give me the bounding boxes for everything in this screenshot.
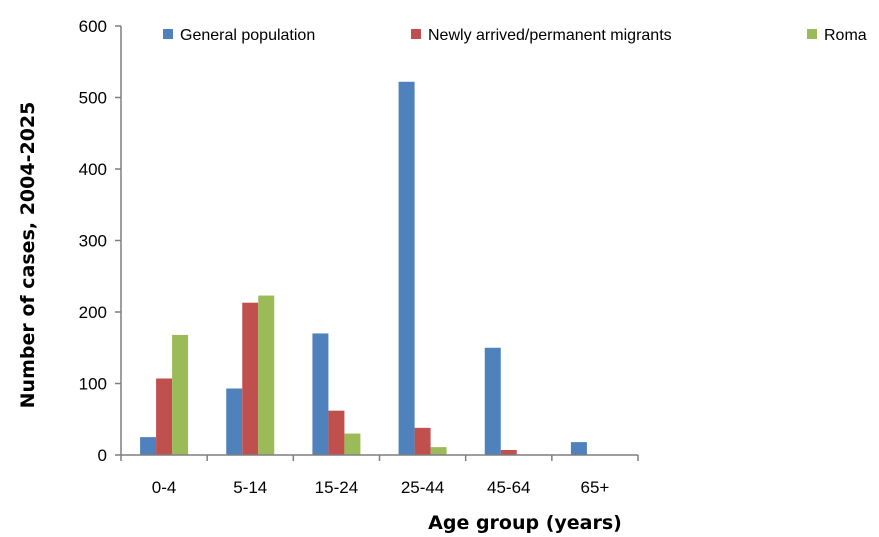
bar-roma-5-14 <box>258 295 275 455</box>
x-tick-label: 45-64 <box>487 478 530 497</box>
y-axis-ticks: 0 100 200 300 400 500 600 <box>79 17 121 465</box>
bars <box>140 81 587 456</box>
legend-label-migrants: Newly arrived/permanent migrants <box>428 27 672 44</box>
bar-roma-25-44 <box>430 447 447 455</box>
y-tick-label: 0 <box>98 446 107 465</box>
legend: General population Newly arrived/permane… <box>163 27 867 44</box>
y-tick-label: 100 <box>79 375 107 394</box>
legend-label-general-population: General population <box>180 27 315 44</box>
legend-swatch-migrants <box>411 29 421 39</box>
bar-newly-arrived-permanent-migrants-15-24 <box>328 410 345 455</box>
x-tick-label: 5-14 <box>233 478 267 497</box>
bar-general-population-45-64 <box>484 347 501 455</box>
x-tick-label: 15-24 <box>315 478 358 497</box>
legend-swatch-general-population <box>163 29 173 39</box>
x-axis-ticks: 0-4 5-14 15-24 25-44 45-64 65+ <box>120 455 639 497</box>
legend-swatch-roma <box>807 29 817 39</box>
bar-general-population-65+ <box>570 442 587 455</box>
x-tick-label: 65+ <box>580 478 609 497</box>
x-tick-label: 0-4 <box>152 478 177 497</box>
bar-roma-15-24 <box>344 433 361 455</box>
x-axis-title: Age group (years) <box>428 512 622 534</box>
y-axis-title: Number of cases, 2004-2025 <box>17 102 39 409</box>
y-tick-label: 600 <box>79 17 107 36</box>
x-tick-label: 25-44 <box>401 478 444 497</box>
legend-label-roma: Roma <box>824 27 867 44</box>
bar-newly-arrived-permanent-migrants-5-14 <box>242 302 259 455</box>
y-tick-label: 300 <box>79 232 107 251</box>
bar-newly-arrived-permanent-migrants-0-4 <box>156 378 173 455</box>
bar-newly-arrived-permanent-migrants-45-64 <box>500 449 517 455</box>
bar-roma-0-4 <box>172 334 189 455</box>
y-tick-label: 200 <box>79 303 107 322</box>
bar-newly-arrived-permanent-migrants-25-44 <box>414 427 431 455</box>
bar-general-population-15-24 <box>312 333 329 455</box>
bar-general-population-5-14 <box>226 388 243 455</box>
bar-general-population-25-44 <box>398 81 415 456</box>
bar-general-population-0-4 <box>140 437 157 455</box>
y-tick-label: 500 <box>79 89 107 108</box>
y-tick-label: 400 <box>79 160 107 179</box>
